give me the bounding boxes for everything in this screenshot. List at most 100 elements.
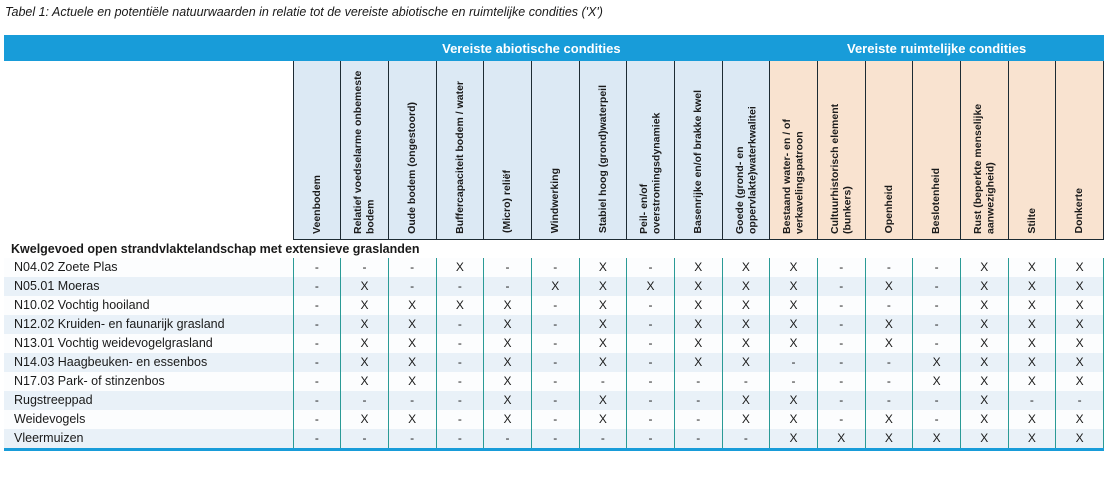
matrix-cell: X bbox=[578, 277, 627, 296]
matrix-cell: - bbox=[673, 410, 723, 429]
table-row: Rugstreeppad - - - - X - X - - X X - - - X - - bbox=[4, 391, 1104, 410]
matrix-cell: - bbox=[864, 391, 913, 410]
matrix-cell: X bbox=[340, 277, 389, 296]
matrix-cell: - bbox=[530, 410, 580, 429]
matrix-cell: X bbox=[1055, 372, 1104, 391]
matrix-cell: - bbox=[626, 410, 675, 429]
matrix-cell: - bbox=[530, 258, 580, 277]
matrix-cell: X bbox=[959, 410, 1009, 429]
matrix-cell: X bbox=[435, 258, 484, 277]
matrix-cell: X bbox=[340, 410, 389, 429]
matrix-cell: - bbox=[912, 258, 961, 277]
column-header-label: Oude bodem (ongestoord) bbox=[405, 101, 418, 234]
column-header-8: Peil- en/of overstromingsdynamiek bbox=[626, 61, 675, 240]
table-row: N13.01 Vochtig weidevogelgrasland - X X - X - X… bbox=[4, 334, 1104, 353]
row-label: N14.03 Haagbeuken- en essenbos bbox=[14, 355, 208, 369]
matrix-cell: X bbox=[530, 277, 580, 296]
column-header-7: Stabiel hoog (grond)waterpeil bbox=[578, 61, 627, 240]
matrix-cell: - bbox=[292, 429, 341, 450]
matrix-cell: - bbox=[530, 391, 580, 410]
matrix-cell: X bbox=[673, 315, 723, 334]
matrix-cell: - bbox=[721, 372, 770, 391]
matrix-cell: - bbox=[340, 391, 389, 410]
column-header-label: Bestaand water- en / of verkavelingspatr… bbox=[781, 118, 806, 234]
matrix-cell: - bbox=[530, 372, 580, 391]
matrix-cell: - bbox=[483, 277, 532, 296]
column-header-label: Beslotenheid bbox=[930, 167, 943, 234]
row-label: Vleermuizen bbox=[14, 431, 84, 445]
matrix-cell: - bbox=[387, 277, 437, 296]
matrix-cell: - bbox=[292, 353, 341, 372]
row-label: N05.01 Moeras bbox=[14, 279, 100, 293]
matrix-cell: - bbox=[292, 334, 341, 353]
matrix-cell: - bbox=[1055, 391, 1104, 410]
column-header-label: Stabiel hoog (grond)waterpeil bbox=[596, 85, 609, 234]
table-row: N12.02 Kruiden- en faunarijk grasland - X X… bbox=[4, 315, 1104, 334]
matrix-cell: X bbox=[769, 277, 818, 296]
matrix-cell: - bbox=[292, 258, 341, 277]
matrix-cell: X bbox=[864, 429, 913, 450]
matrix-cell: - bbox=[626, 315, 675, 334]
matrix-cell: X bbox=[959, 353, 1009, 372]
matrix-cell: X bbox=[769, 315, 818, 334]
matrix-cell: X bbox=[483, 296, 532, 315]
matrix-cell: X bbox=[673, 277, 723, 296]
matrix-cell: - bbox=[912, 391, 961, 410]
matrix-cell: - bbox=[292, 315, 341, 334]
table-row: N14.03 Haagbeuken- en essenbos - X X - X - X - X X… bbox=[4, 353, 1104, 372]
column-header-14: Beslotenheid bbox=[912, 61, 961, 240]
matrix-cell: X bbox=[578, 258, 627, 277]
matrix-cell: X bbox=[1007, 296, 1056, 315]
matrix-cell: - bbox=[816, 353, 866, 372]
column-header-4: Buffercapaciteit bodem / water bbox=[435, 61, 484, 240]
table-caption: Tabel 1: Actuele en potentiële natuurwaa… bbox=[5, 5, 603, 19]
matrix-cell: X bbox=[340, 353, 389, 372]
matrix-cell: - bbox=[530, 334, 580, 353]
matrix-cell: X bbox=[483, 372, 532, 391]
matrix-cell: - bbox=[530, 429, 580, 450]
matrix-cell: - bbox=[292, 277, 341, 296]
matrix-cell: - bbox=[816, 334, 866, 353]
matrix-cell: - bbox=[816, 410, 866, 429]
column-header-17: Donkerte bbox=[1055, 61, 1104, 240]
matrix-cell: - bbox=[530, 296, 580, 315]
matrix-cell: - bbox=[769, 372, 818, 391]
matrix-cell: - bbox=[626, 258, 675, 277]
matrix-cell: - bbox=[292, 410, 341, 429]
matrix-cell: X bbox=[483, 391, 532, 410]
matrix-cell: - bbox=[435, 334, 484, 353]
table-row: N05.01 Moeras - X - - - X X X X X X - X - X X X bbox=[4, 277, 1104, 296]
corner-cell bbox=[4, 35, 293, 61]
matrix-cell: - bbox=[292, 296, 341, 315]
matrix-cell: X bbox=[483, 334, 532, 353]
matrix-cell: X bbox=[769, 334, 818, 353]
table-body: Kwelgevoed open strandvlaktelandschap me… bbox=[4, 239, 1104, 450]
matrix-cell: - bbox=[483, 429, 532, 450]
row-label: N10.02 Vochtig hooiland bbox=[14, 298, 150, 312]
matrix-cell: - bbox=[864, 296, 913, 315]
matrix-cell: X bbox=[387, 410, 437, 429]
matrix-cell: X bbox=[912, 372, 961, 391]
matrix-cell: X bbox=[578, 334, 627, 353]
matrix-cell: - bbox=[578, 429, 627, 450]
column-header-label: Windwerking bbox=[549, 168, 561, 234]
row-label: N04.02 Zoete Plas bbox=[14, 260, 118, 274]
matrix-cell: X bbox=[1055, 429, 1104, 450]
matrix-cell: X bbox=[1007, 277, 1056, 296]
matrix-cell: X bbox=[578, 353, 627, 372]
matrix-cell: - bbox=[626, 334, 675, 353]
matrix-cell: - bbox=[530, 315, 580, 334]
matrix-cell: X bbox=[483, 315, 532, 334]
group-header-spatial: Vereiste ruimtelijke condities bbox=[769, 35, 1104, 61]
column-header-label: Peil- en/of overstromingsdynamiek bbox=[638, 112, 663, 234]
matrix-cell: - bbox=[435, 391, 484, 410]
matrix-cell: - bbox=[816, 315, 866, 334]
matrix-cell: - bbox=[673, 429, 723, 450]
row-label: Rugstreeppad bbox=[14, 393, 93, 407]
column-header-label: Donkerte bbox=[1073, 187, 1086, 234]
matrix-cell: - bbox=[626, 353, 675, 372]
matrix-cell: - bbox=[626, 391, 675, 410]
matrix-cell: - bbox=[435, 372, 484, 391]
table-row: Vleermuizen - - - - - - - - - - X X X X X X X bbox=[4, 429, 1104, 450]
matrix-cell: - bbox=[340, 429, 389, 450]
